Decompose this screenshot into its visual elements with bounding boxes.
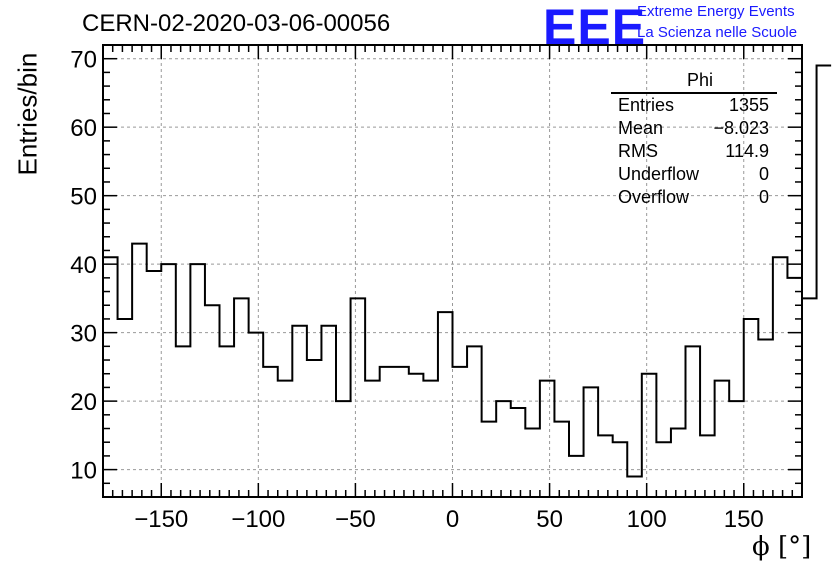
histogram-bin [569,456,584,497]
histogram-bin [220,346,235,497]
histogram-bin [423,381,438,497]
stats-value: 0 [758,187,769,207]
histogram-bin [817,66,832,497]
y-tick-label: 50 [70,184,97,211]
histogram-bin [613,442,628,497]
histogram-bin [656,442,671,497]
histogram-bin [409,374,424,497]
x-tick-label: −50 [335,506,376,533]
histogram-bin [671,429,686,497]
stats-value: 114.9 [725,141,769,161]
stats-box: Phi Entries 1355 Mean −8.023 RMS 114.9 U… [611,70,777,209]
logo-line-2: La Scienza nelle Scuole [637,24,798,41]
histogram-bin [234,298,249,497]
histogram-bin [118,319,133,497]
histogram-bin [380,367,395,497]
histogram-bin [132,244,147,497]
x-tick-label: 50 [536,506,563,533]
histogram-outline [103,64,832,478]
histogram-bin [365,381,380,497]
histogram-bin [802,298,817,497]
histogram-bin [438,312,453,497]
histogram-bin [758,339,773,497]
histogram-bin [729,401,744,497]
logo-line-1: Extreme Energy Events [637,3,795,20]
x-tick-label: 0 [446,506,459,533]
stats-label: Underflow [618,164,700,184]
x-tick-label: −100 [231,506,285,533]
histogram-bin [453,367,468,497]
stats-value: −8.023 [713,118,769,138]
y-tick-label: 70 [70,47,97,74]
x-tick-label: 150 [724,506,764,533]
stats-row-entries: Entries 1355 [611,94,777,117]
stats-row-mean: Mean −8.023 [611,117,777,140]
histogram-bin [744,319,759,497]
y-axis-label: Entries/bin [12,52,43,176]
chart-title: CERN-02-2020-03-06-00056 [82,10,391,37]
histogram-bin [787,278,802,497]
stats-row-rms: RMS 114.9 [611,140,777,163]
histogram-bin [394,367,409,497]
stats-label: Entries [618,95,675,115]
histogram-bin [642,374,657,497]
stats-row-overflow: Overflow 0 [611,186,777,209]
histogram-bin [307,360,322,497]
histogram-bin [598,435,613,497]
histogram-bin [554,422,569,497]
y-tick-label: 20 [70,389,97,416]
histogram-bin [147,271,162,497]
stats-label: Mean [618,118,664,138]
histogram-bin [161,264,176,497]
histogram-bin [540,381,555,497]
y-tick-label: 30 [70,321,97,348]
x-tick-label: −150 [134,506,188,533]
histogram-bin [496,401,511,497]
histogram-bin [205,305,220,497]
histogram-bin [467,346,482,497]
histogram-bin [292,326,307,497]
histogram-bin [525,429,540,497]
stats-label: RMS [618,141,658,161]
histogram-bin [627,476,642,497]
histogram-bin [351,298,366,497]
histogram-bin [190,264,205,497]
histogram-bin [715,381,730,497]
histogram-bin [700,435,715,497]
histogram-bin [511,408,526,497]
histogram-bin [584,387,599,497]
stats-title: Phi [686,70,713,90]
histogram-bin [482,422,497,497]
histogram-bin [176,346,191,497]
y-tick-label: 60 [70,115,97,142]
histogram-bin [249,333,264,497]
stats-row-underflow: Underflow 0 [611,163,777,186]
stats-value: 1355 [728,95,769,115]
x-tick-label: 100 [627,506,667,533]
histogram-bin [773,257,788,497]
histogram-bin [686,346,701,497]
histogram-bin [278,381,293,497]
histogram-bin [321,326,336,497]
histogram-bin [336,401,351,497]
x-axis-label: ϕ [°] [752,532,812,562]
histogram-bin [263,367,278,497]
y-tick-label: 40 [70,252,97,279]
eee-logo: EEE [543,0,647,55]
stats-label: Overflow [618,187,690,207]
y-tick-label: 10 [70,458,97,485]
histogram-bin [103,257,118,497]
stats-value: 0 [758,164,769,184]
stats-divider [611,92,777,94]
